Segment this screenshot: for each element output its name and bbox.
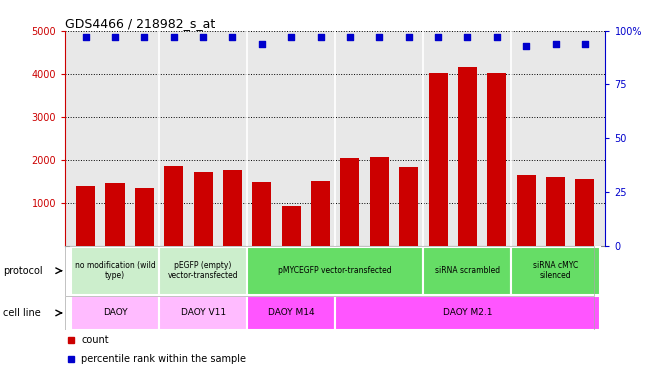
Bar xyxy=(71,247,159,295)
Point xyxy=(404,34,414,40)
Bar xyxy=(340,159,359,246)
Point xyxy=(198,34,208,40)
Bar xyxy=(247,296,335,329)
Bar xyxy=(335,296,600,329)
Text: percentile rank within the sample: percentile rank within the sample xyxy=(81,354,246,364)
Point xyxy=(433,34,443,40)
Point xyxy=(492,34,502,40)
Text: siRNA scrambled: siRNA scrambled xyxy=(435,266,500,275)
Bar xyxy=(517,175,536,246)
Bar xyxy=(193,172,213,246)
Point xyxy=(227,34,238,40)
Point xyxy=(315,34,326,40)
Bar xyxy=(282,206,301,246)
Text: DAOY M14: DAOY M14 xyxy=(268,308,314,318)
Bar xyxy=(253,182,271,246)
Bar xyxy=(458,67,477,246)
Bar xyxy=(71,296,159,329)
Text: DAOY V11: DAOY V11 xyxy=(180,308,226,318)
Bar xyxy=(512,247,600,295)
Bar xyxy=(164,166,184,246)
Bar xyxy=(105,184,124,246)
Point xyxy=(110,34,120,40)
Bar xyxy=(76,186,95,246)
Point xyxy=(579,41,590,47)
Point xyxy=(345,34,355,40)
Text: DAOY: DAOY xyxy=(103,308,128,318)
Point xyxy=(139,34,150,40)
Bar xyxy=(159,296,247,329)
Text: DAOY M2.1: DAOY M2.1 xyxy=(443,308,492,318)
Point xyxy=(521,43,531,49)
Point xyxy=(169,34,179,40)
Point xyxy=(374,34,385,40)
Point xyxy=(81,34,91,40)
Text: GDS4466 / 218982_s_at: GDS4466 / 218982_s_at xyxy=(65,17,215,30)
Bar xyxy=(370,157,389,246)
Bar xyxy=(247,247,423,295)
Text: count: count xyxy=(81,335,109,345)
Bar xyxy=(159,247,247,295)
Text: cell line: cell line xyxy=(3,308,41,318)
Bar xyxy=(135,188,154,246)
Bar xyxy=(399,167,418,246)
Point xyxy=(286,34,296,40)
Bar xyxy=(487,73,506,246)
Text: pEGFP (empty)
vector-transfected: pEGFP (empty) vector-transfected xyxy=(168,261,238,280)
Point xyxy=(550,41,561,47)
Bar xyxy=(423,247,512,295)
Bar xyxy=(223,170,242,246)
Point xyxy=(462,34,473,40)
Point xyxy=(256,41,267,47)
Text: pMYCEGFP vector-transfected: pMYCEGFP vector-transfected xyxy=(279,266,392,275)
Bar xyxy=(428,73,448,246)
Bar xyxy=(575,179,594,246)
Text: no modification (wild
type): no modification (wild type) xyxy=(75,261,156,280)
Bar xyxy=(546,177,565,246)
Bar xyxy=(311,181,330,246)
Text: siRNA cMYC
silenced: siRNA cMYC silenced xyxy=(533,261,578,280)
Text: protocol: protocol xyxy=(3,266,43,276)
